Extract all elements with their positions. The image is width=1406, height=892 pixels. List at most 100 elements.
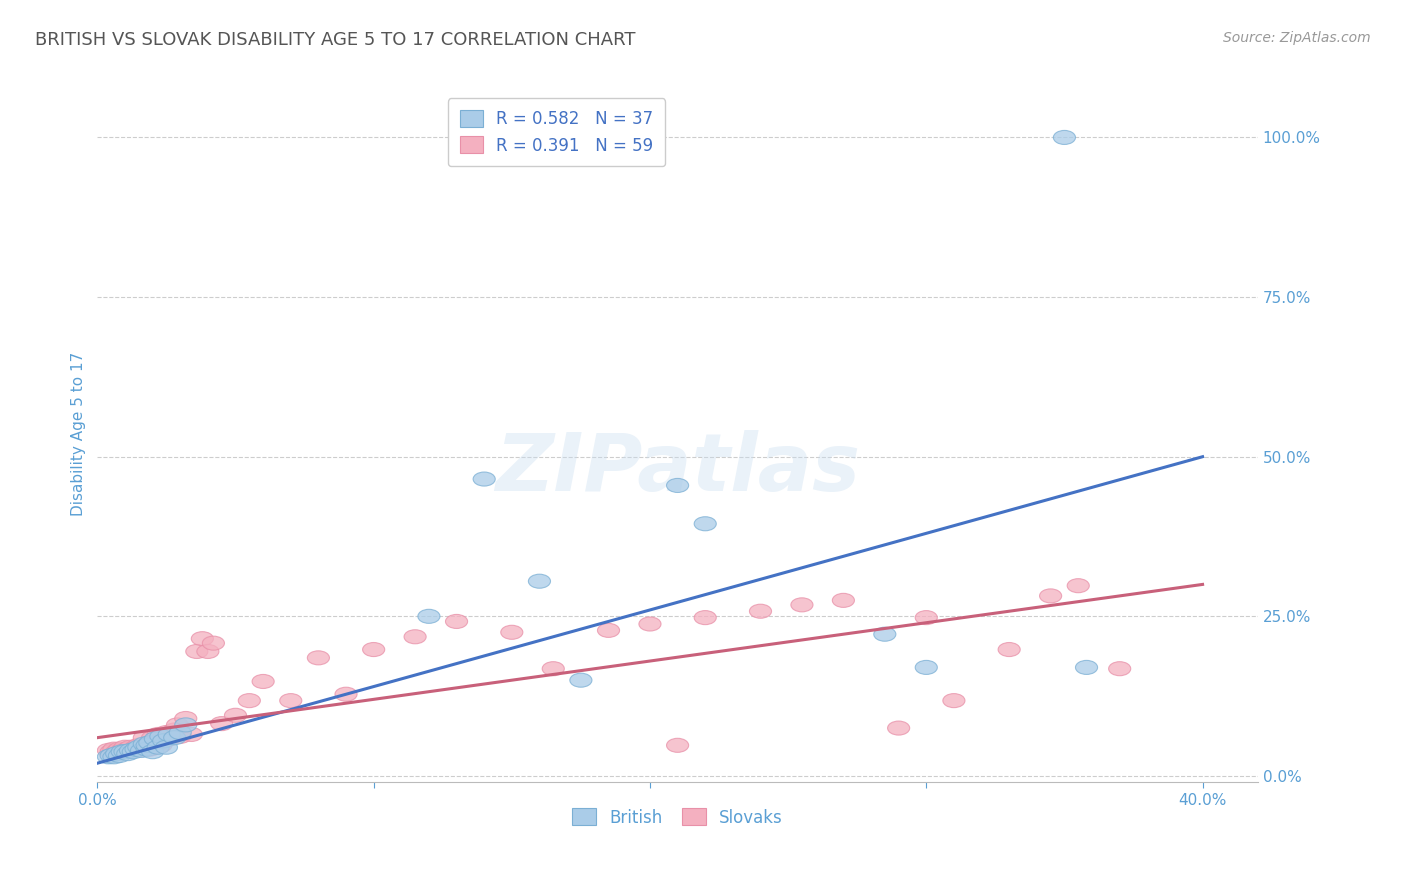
Ellipse shape	[103, 750, 125, 764]
Ellipse shape	[915, 611, 938, 624]
Ellipse shape	[108, 742, 131, 756]
Ellipse shape	[191, 632, 214, 646]
Ellipse shape	[169, 725, 191, 739]
Ellipse shape	[97, 750, 120, 764]
Ellipse shape	[1039, 589, 1062, 603]
Ellipse shape	[131, 742, 153, 756]
Ellipse shape	[100, 745, 122, 759]
Ellipse shape	[153, 731, 174, 745]
Y-axis label: Disability Age 5 to 17: Disability Age 5 to 17	[72, 352, 86, 516]
Ellipse shape	[529, 574, 551, 588]
Ellipse shape	[136, 739, 157, 752]
Ellipse shape	[363, 642, 385, 657]
Ellipse shape	[128, 740, 150, 755]
Ellipse shape	[308, 651, 329, 665]
Ellipse shape	[108, 748, 131, 763]
Ellipse shape	[792, 598, 813, 612]
Ellipse shape	[120, 740, 142, 755]
Ellipse shape	[145, 739, 166, 752]
Ellipse shape	[134, 731, 156, 745]
Ellipse shape	[160, 725, 183, 739]
Ellipse shape	[169, 730, 191, 743]
Ellipse shape	[148, 728, 169, 741]
Ellipse shape	[111, 745, 134, 759]
Ellipse shape	[117, 747, 139, 761]
Ellipse shape	[873, 627, 896, 641]
Ellipse shape	[156, 725, 177, 739]
Ellipse shape	[145, 732, 166, 746]
Ellipse shape	[197, 644, 219, 658]
Ellipse shape	[238, 694, 260, 707]
Ellipse shape	[131, 743, 153, 757]
Ellipse shape	[142, 745, 163, 759]
Ellipse shape	[211, 716, 233, 731]
Ellipse shape	[186, 644, 208, 658]
Ellipse shape	[1076, 660, 1098, 674]
Ellipse shape	[404, 630, 426, 644]
Ellipse shape	[280, 694, 302, 707]
Ellipse shape	[136, 742, 157, 756]
Ellipse shape	[202, 636, 225, 650]
Ellipse shape	[150, 730, 172, 743]
Ellipse shape	[125, 740, 148, 755]
Ellipse shape	[120, 743, 142, 757]
Ellipse shape	[180, 728, 202, 741]
Ellipse shape	[156, 740, 177, 755]
Ellipse shape	[225, 708, 246, 723]
Ellipse shape	[128, 739, 150, 752]
Ellipse shape	[418, 609, 440, 624]
Ellipse shape	[100, 748, 122, 763]
Ellipse shape	[122, 743, 145, 757]
Ellipse shape	[174, 718, 197, 732]
Ellipse shape	[695, 516, 716, 531]
Ellipse shape	[163, 731, 186, 745]
Ellipse shape	[103, 742, 125, 756]
Ellipse shape	[335, 687, 357, 701]
Text: ZIPatlas: ZIPatlas	[495, 430, 860, 508]
Ellipse shape	[163, 723, 186, 737]
Ellipse shape	[1053, 130, 1076, 145]
Ellipse shape	[638, 617, 661, 631]
Ellipse shape	[114, 745, 136, 759]
Legend: British, Slovaks: British, Slovaks	[565, 802, 789, 833]
Ellipse shape	[543, 662, 564, 676]
Ellipse shape	[153, 734, 174, 747]
Ellipse shape	[569, 673, 592, 687]
Ellipse shape	[666, 739, 689, 752]
Ellipse shape	[105, 747, 128, 761]
Ellipse shape	[97, 743, 120, 757]
Ellipse shape	[114, 740, 136, 755]
Ellipse shape	[695, 611, 716, 624]
Ellipse shape	[943, 694, 965, 707]
Text: Source: ZipAtlas.com: Source: ZipAtlas.com	[1223, 31, 1371, 45]
Ellipse shape	[1109, 662, 1130, 676]
Ellipse shape	[157, 732, 180, 746]
Ellipse shape	[832, 593, 855, 607]
Ellipse shape	[749, 604, 772, 618]
Ellipse shape	[136, 739, 157, 752]
Ellipse shape	[150, 739, 172, 752]
Ellipse shape	[142, 731, 163, 745]
Ellipse shape	[1067, 579, 1090, 592]
Ellipse shape	[139, 736, 160, 750]
Ellipse shape	[166, 718, 188, 732]
Ellipse shape	[474, 472, 495, 486]
Ellipse shape	[134, 737, 156, 751]
Ellipse shape	[111, 743, 134, 757]
Ellipse shape	[148, 740, 169, 755]
Ellipse shape	[501, 625, 523, 640]
Ellipse shape	[122, 745, 145, 759]
Ellipse shape	[998, 642, 1021, 657]
Ellipse shape	[915, 660, 938, 674]
Ellipse shape	[117, 742, 139, 756]
Text: BRITISH VS SLOVAK DISABILITY AGE 5 TO 17 CORRELATION CHART: BRITISH VS SLOVAK DISABILITY AGE 5 TO 17…	[35, 31, 636, 49]
Ellipse shape	[446, 615, 468, 629]
Ellipse shape	[252, 674, 274, 689]
Ellipse shape	[125, 742, 148, 756]
Ellipse shape	[887, 721, 910, 735]
Ellipse shape	[666, 478, 689, 492]
Ellipse shape	[105, 745, 128, 759]
Ellipse shape	[174, 712, 197, 725]
Ellipse shape	[598, 624, 620, 638]
Ellipse shape	[139, 742, 160, 756]
